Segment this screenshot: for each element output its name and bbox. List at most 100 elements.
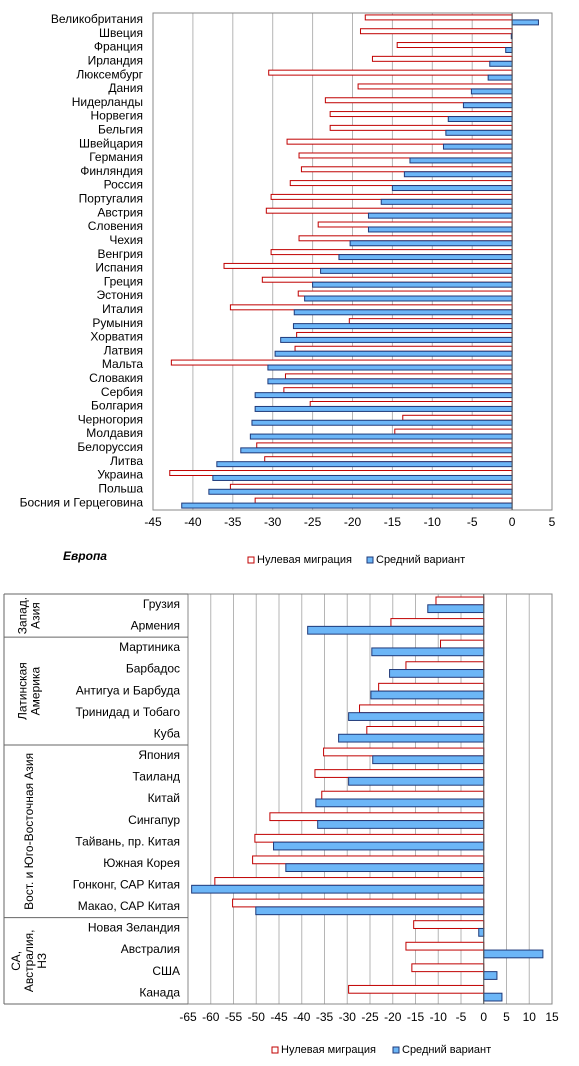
category-label: Сербия <box>101 385 143 399</box>
legend-swatch <box>271 1046 279 1054</box>
category-label: Словения <box>88 219 143 233</box>
bar <box>298 235 513 242</box>
x-tick-label: -30 <box>264 515 282 529</box>
bar <box>511 19 539 26</box>
category-label: Молдавия <box>86 426 143 440</box>
category-label: Таиланд <box>133 770 180 784</box>
category-label: Австрия <box>97 205 143 219</box>
bar <box>378 682 485 692</box>
category-label: Белоруссия <box>77 440 143 454</box>
category-label: Словакия <box>89 371 143 385</box>
bar <box>390 618 485 627</box>
bar <box>366 725 485 735</box>
bar <box>364 14 513 21</box>
bar <box>229 483 513 490</box>
x-tick-label: 5 <box>503 1010 510 1024</box>
category-label: Мартиника <box>119 640 180 654</box>
category-label: Макао, САР Китая <box>78 899 180 913</box>
category-label: Армения <box>131 619 180 633</box>
bar <box>371 55 513 62</box>
bar <box>338 254 513 261</box>
bar <box>216 461 513 468</box>
bar <box>371 647 485 657</box>
bar <box>317 820 485 829</box>
bar <box>267 378 513 385</box>
bar <box>286 138 513 145</box>
bar <box>348 984 485 994</box>
x-tick-label: 0 <box>480 1010 487 1024</box>
category-label: Швейцария <box>79 136 143 150</box>
bar <box>307 625 485 635</box>
category-label: Франция <box>94 40 143 54</box>
bar <box>254 497 513 504</box>
category-label: Россия <box>104 178 143 192</box>
category-label: Австралия <box>121 942 180 956</box>
legend-swatch <box>366 556 374 564</box>
bar <box>483 992 503 1002</box>
group-label-line: НЗ <box>35 953 49 969</box>
x-tick-label: -15 <box>384 515 402 529</box>
category-label: Греция <box>104 274 143 288</box>
category-label: Нидерланды <box>72 95 143 109</box>
category-label: Куба <box>154 726 181 740</box>
bar <box>320 267 513 274</box>
x-tick-label: -35 <box>316 1010 334 1024</box>
bar <box>289 180 513 187</box>
bar <box>315 798 485 808</box>
category-label: Босния и Герцеговина <box>20 495 144 509</box>
bar <box>405 941 485 951</box>
bar <box>435 596 485 606</box>
category-label: Япония <box>138 748 180 762</box>
category-label: Барбадос <box>126 662 180 676</box>
plot-frame <box>187 593 553 1005</box>
plot-frame <box>152 12 553 511</box>
category-label: Южная Корея <box>103 856 180 870</box>
category-label: Литва <box>110 454 143 468</box>
category-label: Испания <box>95 261 143 275</box>
bar <box>273 841 485 851</box>
group-label: СА,Австралия,НЗ <box>9 930 49 993</box>
bar <box>294 345 513 352</box>
bar <box>304 295 513 302</box>
bar <box>411 963 485 973</box>
bar <box>470 88 513 95</box>
x-tick-label: -40 <box>293 1010 311 1024</box>
group-label-line: Запад. <box>16 597 30 634</box>
bar <box>254 392 513 399</box>
bar <box>181 502 513 509</box>
x-tick-label: -15 <box>407 1010 425 1024</box>
bar <box>323 747 485 757</box>
bar <box>324 97 513 104</box>
bar <box>321 790 485 800</box>
bar <box>283 387 513 394</box>
bar <box>394 428 513 435</box>
x-tick-label: -10 <box>430 1010 448 1024</box>
bar <box>329 124 513 131</box>
legend-label: Средний вариант <box>376 554 465 566</box>
bar <box>274 350 513 357</box>
category-label: Италия <box>102 302 143 316</box>
category-label: Ирландия <box>88 53 143 67</box>
category-label: Сингапур <box>128 813 180 827</box>
category-label: Латвия <box>104 343 143 357</box>
legend-label: Средний вариант <box>402 1044 491 1056</box>
bar <box>405 661 485 671</box>
bar <box>223 262 513 269</box>
bar <box>413 920 485 929</box>
bar <box>389 669 485 678</box>
bar <box>372 755 485 765</box>
category-label: Германия <box>89 150 143 164</box>
category-label: Китай <box>148 791 180 805</box>
x-tick-label: -50 <box>248 1010 266 1024</box>
category-label: Финляндия <box>80 164 143 178</box>
bar <box>293 309 513 316</box>
category-label: Хорватия <box>90 330 143 344</box>
category-label: Эстония <box>97 288 144 302</box>
bar <box>357 83 513 90</box>
bar <box>254 833 485 843</box>
bar <box>298 152 513 159</box>
bar <box>232 898 485 908</box>
x-tick-label: -30 <box>339 1010 357 1024</box>
bar <box>402 414 513 421</box>
